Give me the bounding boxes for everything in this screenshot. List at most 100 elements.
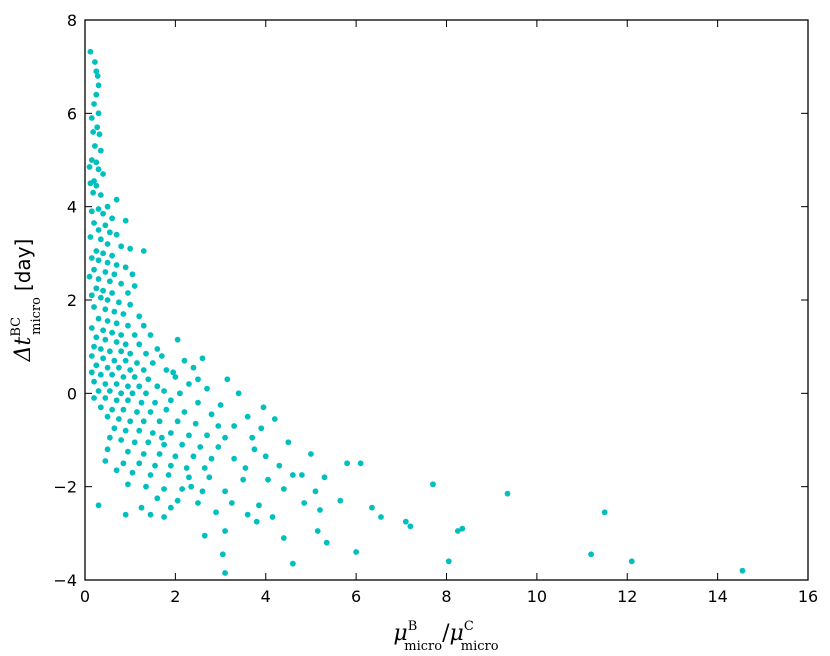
data-point — [154, 495, 161, 502]
data-point — [120, 460, 127, 467]
data-point — [120, 311, 127, 317]
data-point — [204, 385, 210, 392]
data-point — [156, 418, 163, 425]
x-axis-label-sep: / — [442, 621, 450, 646]
data-point — [271, 416, 278, 422]
data-point — [94, 73, 101, 79]
data-point — [280, 535, 287, 541]
data-point — [199, 355, 206, 362]
data-point — [140, 451, 147, 457]
x-axis-label-base: μ — [393, 621, 407, 646]
data-point — [86, 273, 93, 280]
data-point — [122, 511, 129, 518]
data-point — [88, 353, 95, 359]
data-point — [154, 346, 161, 352]
data-point — [504, 490, 511, 497]
x-axis-label-sup: B — [408, 619, 418, 634]
data-point — [129, 390, 136, 397]
data-point — [136, 341, 143, 348]
data-point — [190, 364, 197, 371]
data-point — [91, 220, 97, 226]
data-point — [228, 500, 235, 506]
data-point — [289, 560, 296, 567]
data-point — [134, 409, 140, 415]
data-point — [93, 159, 100, 166]
data-point — [262, 453, 269, 460]
data-point — [167, 397, 174, 404]
data-point — [125, 448, 131, 455]
data-point — [402, 518, 409, 525]
data-point — [115, 299, 122, 306]
data-point — [125, 290, 131, 296]
data-point — [95, 388, 102, 394]
x-axis-label: μB micro/μC micro — [393, 619, 498, 654]
x-tick-label: 10 — [527, 587, 547, 606]
data-point — [172, 374, 179, 380]
data-point — [109, 329, 116, 336]
data-point — [102, 222, 109, 229]
data-point — [88, 255, 95, 261]
data-point — [113, 320, 120, 327]
data-point — [93, 248, 100, 254]
data-point — [102, 336, 109, 343]
data-point — [213, 509, 219, 516]
data-point — [201, 465, 208, 471]
data-point — [111, 271, 118, 278]
data-point — [158, 353, 165, 359]
data-point — [93, 68, 100, 75]
data-point — [100, 287, 106, 294]
data-point — [179, 441, 186, 448]
data-point — [122, 427, 129, 434]
x-tick-labels: 0 2 4 6 8 10 12 14 16 — [80, 587, 818, 606]
data-point — [140, 322, 147, 329]
data-point — [249, 434, 256, 441]
data-point — [186, 381, 192, 387]
y-axis-label-sub: micro — [29, 297, 44, 335]
data-point — [100, 355, 106, 362]
data-point — [181, 357, 188, 364]
x-tick-label: 6 — [351, 587, 361, 606]
data-point — [122, 264, 129, 271]
data-point — [92, 59, 98, 65]
data-point — [97, 236, 104, 243]
data-point — [131, 374, 138, 380]
data-point — [100, 250, 106, 257]
data-point — [92, 143, 98, 149]
data-point — [628, 558, 635, 565]
data-point — [95, 82, 102, 89]
data-point — [95, 206, 102, 212]
data-point — [143, 390, 149, 397]
data-point — [301, 500, 308, 506]
data-point — [118, 437, 125, 443]
axis-ticks — [84, 19, 809, 581]
data-point — [97, 404, 104, 411]
data-point — [104, 318, 111, 324]
data-point — [158, 434, 165, 441]
data-point — [93, 182, 100, 189]
data-point — [97, 346, 104, 352]
y-axis-label-base: Δt — [11, 336, 36, 362]
data-point — [219, 551, 226, 558]
data-point — [378, 514, 384, 520]
data-point — [136, 460, 143, 467]
data-point — [95, 502, 102, 509]
data-point — [588, 551, 594, 558]
data-point — [111, 425, 118, 432]
data-point — [176, 390, 183, 397]
data-point — [104, 259, 111, 266]
y-tick-label: −2 — [53, 478, 77, 497]
data-point — [143, 483, 149, 490]
data-point — [167, 504, 174, 511]
data-point — [222, 570, 228, 576]
data-point — [104, 446, 111, 453]
data-point — [407, 523, 414, 530]
data-point — [152, 462, 158, 469]
data-point — [161, 441, 167, 448]
y-axis-label: ΔtBC micro [day] — [9, 239, 44, 363]
x-axis-label-base2: μ — [450, 621, 464, 646]
data-point — [147, 511, 154, 518]
data-point — [113, 262, 120, 268]
data-point — [430, 481, 436, 488]
x-tick-label: 4 — [261, 587, 271, 606]
data-point — [127, 350, 134, 357]
